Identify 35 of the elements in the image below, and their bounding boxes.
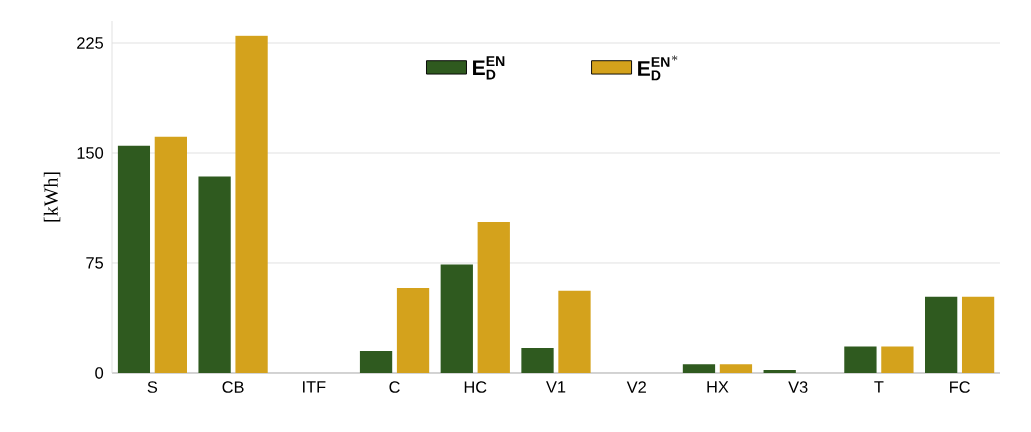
- legend-label: $\mathbf{E_{D}^{EN}}$: [473, 56, 505, 80]
- bar: [521, 348, 554, 373]
- y-tick-label: 225: [77, 37, 104, 49]
- bar: [763, 370, 796, 373]
- y-axis-title: [kWh]: [43, 172, 61, 222]
- x-tick-label: C: [389, 381, 400, 393]
- bar: [396, 287, 430, 373]
- x-tick-label: FC: [950, 381, 970, 393]
- y-tick-label: 75: [86, 257, 104, 269]
- bar: [440, 264, 473, 373]
- x-tick-label: S: [147, 381, 158, 393]
- bar: [198, 176, 231, 373]
- bar: [925, 296, 958, 373]
- bar: [961, 296, 995, 373]
- x-tick-label: CB: [222, 381, 244, 393]
- bar: [359, 350, 393, 373]
- x-tick-label: V1: [546, 381, 566, 393]
- y-tick-label: 150: [77, 147, 104, 159]
- bar: [235, 35, 268, 373]
- x-tick-label: T: [874, 381, 884, 393]
- bar: [477, 221, 510, 373]
- bar: [844, 346, 877, 373]
- x-tick-label: V3: [788, 381, 808, 393]
- x-tick-label: ITF: [303, 381, 326, 393]
- bar: [558, 290, 591, 373]
- bar: [719, 364, 753, 373]
- legend-label: $\mathbf{E_{D}^{EN^{*}}}$: [638, 55, 678, 81]
- bar: [117, 145, 151, 373]
- y-tick-label: 0: [95, 367, 104, 379]
- x-tick-label: V2: [626, 381, 646, 393]
- bar: [154, 136, 187, 373]
- x-tick-label: HX: [707, 381, 729, 393]
- bar: [682, 364, 716, 373]
- x-tick-label: HC: [464, 381, 487, 393]
- bar: [881, 346, 914, 373]
